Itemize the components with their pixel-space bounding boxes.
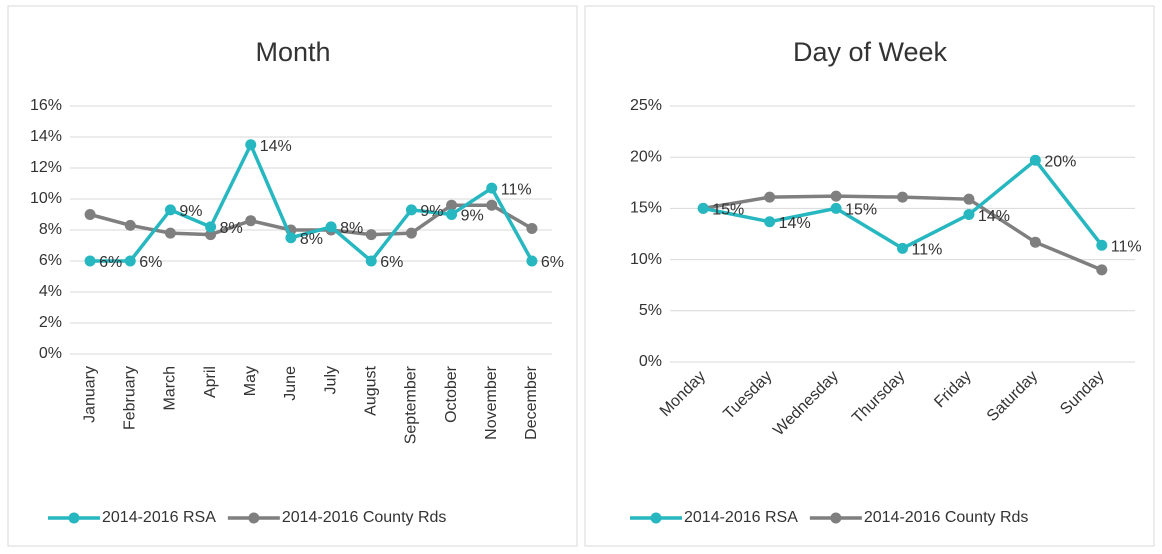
data-point <box>365 255 377 267</box>
panel <box>584 5 1155 547</box>
x-tick-label: July <box>322 366 339 394</box>
data-point <box>124 255 136 267</box>
data-point <box>897 191 908 203</box>
data-point <box>963 193 975 205</box>
legend-marker <box>830 512 842 524</box>
data-point <box>405 204 417 216</box>
data-point <box>164 204 176 216</box>
data-point <box>830 190 842 202</box>
y-tick-label: 10% <box>30 190 62 207</box>
data-label: 15% <box>845 202 877 219</box>
data-point <box>697 202 709 214</box>
data-point <box>897 242 908 254</box>
y-tick-label: 16% <box>30 97 62 114</box>
y-tick-label: 0% <box>39 345 62 362</box>
legend-label: 2014-2016 County Rds <box>282 509 447 526</box>
data-point <box>446 199 458 211</box>
data-point <box>325 221 337 233</box>
data-label: 6% <box>541 254 564 271</box>
x-tick-label: June <box>282 366 299 401</box>
data-point <box>764 216 776 228</box>
x-tick-label: November <box>483 365 500 439</box>
y-tick-label: 5% <box>639 302 662 319</box>
series-line <box>89 203 533 237</box>
y-tick-label: 12% <box>30 159 62 176</box>
legend-label: 2014-2016 RSA <box>102 509 216 526</box>
data-label: 8% <box>300 231 323 248</box>
data-point <box>245 215 257 227</box>
data-point <box>1096 239 1108 251</box>
data-label: 14% <box>978 208 1010 225</box>
data-label: 14% <box>260 138 292 155</box>
x-tick-label: October <box>443 365 460 423</box>
data-point <box>124 219 136 231</box>
y-tick-label: 2% <box>39 314 62 331</box>
data-label: 11% <box>501 181 532 198</box>
y-tick-label: 10% <box>630 251 662 268</box>
legend-label: 2014-2016 RSA <box>684 509 798 526</box>
data-point <box>764 191 776 203</box>
data-point <box>285 232 297 244</box>
data-label: 20% <box>1044 153 1076 170</box>
y-tick-label: 0% <box>639 353 662 370</box>
chart-title: Day of Week <box>793 37 948 67</box>
data-label: 11% <box>912 242 943 259</box>
data-point <box>830 202 842 214</box>
data-label: 15% <box>712 202 744 219</box>
data-label: 14% <box>779 215 811 232</box>
data-point <box>446 209 458 220</box>
data-point <box>365 229 377 241</box>
x-tick-label: December <box>523 365 540 439</box>
y-tick-label: 4% <box>39 283 62 300</box>
data-point <box>245 139 257 151</box>
chart-title: Month <box>255 37 330 67</box>
data-label: 9% <box>461 208 484 225</box>
x-tick-label: April <box>202 366 219 398</box>
data-point <box>84 209 96 220</box>
x-tick-label: September <box>403 365 420 444</box>
data-label: 9% <box>420 203 443 220</box>
data-point <box>405 227 417 239</box>
x-tick-label: February <box>121 366 138 430</box>
data-point <box>526 255 538 267</box>
data-label: 6% <box>139 254 162 271</box>
data-point <box>486 199 498 211</box>
legend-label: 2014-2016 County Rds <box>864 509 1029 526</box>
data-point <box>205 221 217 233</box>
data-label: 6% <box>380 254 403 271</box>
y-tick-label: 15% <box>630 200 662 217</box>
legend-marker <box>650 512 662 524</box>
x-tick-label: August <box>362 365 379 415</box>
data-point <box>1029 236 1041 248</box>
y-tick-label: 20% <box>630 148 662 165</box>
data-point <box>963 209 975 221</box>
y-tick-label: 14% <box>30 128 62 145</box>
legend-marker <box>68 512 80 524</box>
panel <box>7 5 578 547</box>
data-point <box>84 255 96 267</box>
data-label: 8% <box>220 220 243 237</box>
data-label: 11% <box>1111 238 1142 255</box>
y-tick-label: 8% <box>39 221 62 238</box>
legend-marker <box>248 512 260 524</box>
data-point <box>205 229 217 241</box>
data-point <box>526 222 538 234</box>
y-tick-label: 6% <box>39 252 62 269</box>
x-tick-label: March <box>162 366 179 410</box>
series-line <box>90 140 534 264</box>
data-label: 9% <box>179 203 202 220</box>
data-point <box>164 227 176 239</box>
data-label: 8% <box>340 220 363 237</box>
data-label: 6% <box>99 254 122 271</box>
data-point <box>486 182 498 194</box>
y-tick-label: 25% <box>630 97 662 114</box>
data-point <box>1029 154 1041 166</box>
x-tick-label: May <box>242 366 259 396</box>
x-tick-label: January <box>81 366 98 423</box>
data-point <box>1096 264 1108 276</box>
